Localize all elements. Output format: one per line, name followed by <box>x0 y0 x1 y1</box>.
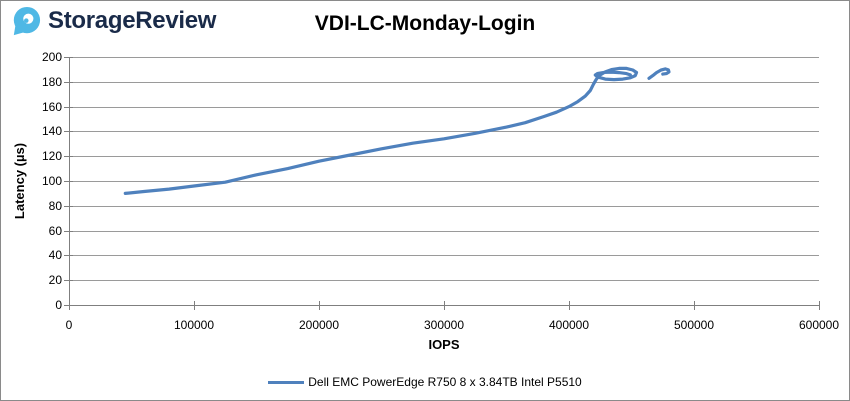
y-tick-label: 60 <box>48 223 62 238</box>
x-tick-label: 600000 <box>798 318 840 332</box>
x-tick-label: 200000 <box>298 318 340 332</box>
y-tick-label: 200 <box>41 50 62 64</box>
x-tick-label: 100000 <box>173 318 215 332</box>
y-axis-title: Latency (µs) <box>12 142 27 220</box>
x-tick-label: 0 <box>65 318 73 332</box>
legend-series-label: Dell EMC PowerEdge R750 8 x 3.84TB Intel… <box>308 375 582 389</box>
y-tick-label: 160 <box>41 99 62 114</box>
x-tick-label: 400000 <box>548 318 590 332</box>
x-tick-label: 300000 <box>423 318 465 332</box>
y-tick-label: 0 <box>55 298 62 312</box>
x-axis-tick-labels: 0 100000 200000 300000 400000 500000 600000 <box>66 318 839 334</box>
legend-line-swatch <box>268 380 305 384</box>
brand-name: StorageReview <box>48 7 217 34</box>
y-tick-label: 180 <box>41 74 62 89</box>
chart-legend: Dell EMC PowerEdge R750 8 x 3.84TB Intel… <box>1 373 849 391</box>
y-tick-label: 20 <box>48 273 62 288</box>
y-axis-tick-labels: 0 20 40 60 80 100 120 140 160 180 200 <box>1 1 62 400</box>
plot-svg <box>64 57 820 310</box>
y-tick-label: 40 <box>48 248 62 263</box>
y-tick-label: 100 <box>41 174 62 188</box>
y-tick-label: 140 <box>41 124 62 139</box>
y-tick-label: 80 <box>48 198 62 213</box>
storagereview-bubble-icon <box>11 6 41 36</box>
x-tick-label: 500000 <box>673 318 715 332</box>
chart-title: VDI-LC-Monday-Login <box>314 12 536 35</box>
x-axis-title: IOPS <box>428 337 460 352</box>
y-tick-label: 120 <box>41 149 62 164</box>
storagereview-logo: StorageReview <box>11 6 216 36</box>
